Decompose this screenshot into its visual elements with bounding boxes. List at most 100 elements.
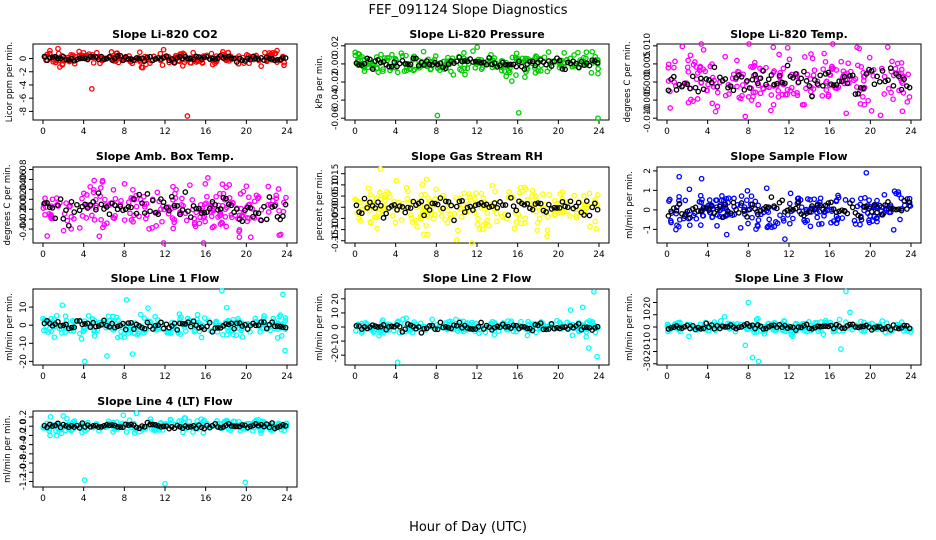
reference-point bbox=[456, 319, 463, 326]
reference-point bbox=[543, 209, 549, 215]
reference-point bbox=[548, 321, 555, 327]
reference-point bbox=[668, 325, 674, 331]
reference-point bbox=[418, 198, 425, 205]
data-point bbox=[694, 96, 701, 102]
reference-point bbox=[111, 324, 118, 331]
outlier-point bbox=[162, 480, 168, 487]
reference-point bbox=[223, 54, 229, 61]
data-point bbox=[757, 90, 764, 97]
reference-point bbox=[93, 206, 99, 213]
data-point bbox=[714, 222, 720, 229]
data-point bbox=[755, 223, 761, 230]
data-point bbox=[47, 414, 54, 420]
reference-point bbox=[879, 68, 886, 74]
data-point bbox=[257, 329, 263, 335]
reference-point bbox=[46, 54, 53, 61]
reference-point bbox=[399, 204, 406, 210]
reference-point bbox=[809, 93, 815, 100]
data-point bbox=[755, 315, 761, 322]
data-point bbox=[223, 304, 230, 311]
reference-point bbox=[461, 58, 468, 64]
reference-point bbox=[187, 323, 194, 330]
reference-point bbox=[524, 200, 531, 207]
data-point bbox=[531, 65, 538, 71]
data-point bbox=[418, 192, 425, 198]
reference-point bbox=[163, 53, 170, 59]
reference-point bbox=[895, 73, 902, 80]
reference-point bbox=[426, 61, 433, 68]
reference-point bbox=[280, 422, 286, 428]
data-point bbox=[906, 94, 913, 100]
data-point bbox=[764, 224, 771, 231]
reference-point bbox=[160, 423, 167, 430]
data-point bbox=[891, 188, 898, 195]
reference-point bbox=[65, 325, 72, 332]
data-point bbox=[403, 52, 409, 59]
data-point bbox=[565, 198, 571, 205]
data-point bbox=[851, 77, 857, 84]
reference-point bbox=[182, 423, 189, 429]
reference-point bbox=[548, 206, 555, 212]
data-point bbox=[693, 215, 700, 222]
outlier-point bbox=[579, 304, 586, 311]
data-point bbox=[408, 215, 415, 222]
data-point bbox=[245, 194, 252, 201]
data-point bbox=[776, 51, 782, 58]
x-tick-label: 24 bbox=[593, 250, 605, 260]
data-point bbox=[453, 237, 460, 243]
reference-point bbox=[177, 320, 183, 327]
reference-point bbox=[55, 202, 61, 209]
panel-ylabel: ml/min per min. bbox=[5, 293, 15, 361]
reference-point bbox=[857, 84, 864, 91]
reference-point bbox=[141, 423, 148, 430]
data-point bbox=[167, 417, 174, 423]
reference-point bbox=[122, 326, 129, 333]
reference-point bbox=[68, 324, 75, 331]
y-tick-label: -6 bbox=[19, 93, 29, 102]
reference-point bbox=[830, 206, 837, 212]
reference-point bbox=[432, 200, 438, 207]
x-tick-label: 16 bbox=[512, 127, 524, 137]
data-point bbox=[705, 327, 712, 334]
reference-point bbox=[470, 207, 476, 213]
panel-ylabel: ml/min per min. bbox=[625, 293, 635, 361]
data-point bbox=[586, 190, 593, 197]
data-point bbox=[822, 58, 829, 65]
data-point bbox=[202, 218, 209, 225]
data-point bbox=[521, 184, 528, 191]
reference-point bbox=[711, 210, 718, 216]
data-point bbox=[398, 217, 405, 223]
reference-point bbox=[57, 196, 64, 202]
y-tick-label: -0.06 bbox=[331, 106, 341, 130]
data-point bbox=[770, 101, 777, 108]
data-point bbox=[55, 45, 61, 52]
data-point bbox=[768, 107, 774, 114]
data-point bbox=[560, 209, 566, 216]
reference-point bbox=[442, 65, 449, 72]
reference-point bbox=[407, 61, 414, 68]
reference-point bbox=[470, 326, 476, 332]
reference-point bbox=[63, 207, 69, 214]
x-tick-label: 16 bbox=[824, 250, 836, 260]
data-point bbox=[509, 54, 516, 61]
data-point bbox=[236, 228, 242, 235]
data-point bbox=[79, 429, 85, 436]
reference-point bbox=[196, 325, 202, 331]
data-point bbox=[529, 187, 536, 194]
data-point bbox=[822, 319, 829, 326]
data-point bbox=[790, 215, 796, 222]
y-tick-label: 1 bbox=[643, 188, 653, 194]
reference-point bbox=[114, 53, 121, 59]
data-point bbox=[466, 191, 472, 197]
data-point bbox=[829, 66, 836, 72]
data-point bbox=[804, 71, 811, 78]
data-point bbox=[686, 186, 693, 193]
x-tick-label: 16 bbox=[824, 372, 836, 382]
data-point bbox=[518, 318, 524, 325]
reference-point bbox=[418, 329, 425, 336]
reference-point bbox=[196, 205, 202, 212]
data-point bbox=[749, 214, 755, 221]
data-point bbox=[780, 215, 787, 222]
data-point bbox=[544, 227, 551, 234]
data-point bbox=[851, 217, 858, 224]
